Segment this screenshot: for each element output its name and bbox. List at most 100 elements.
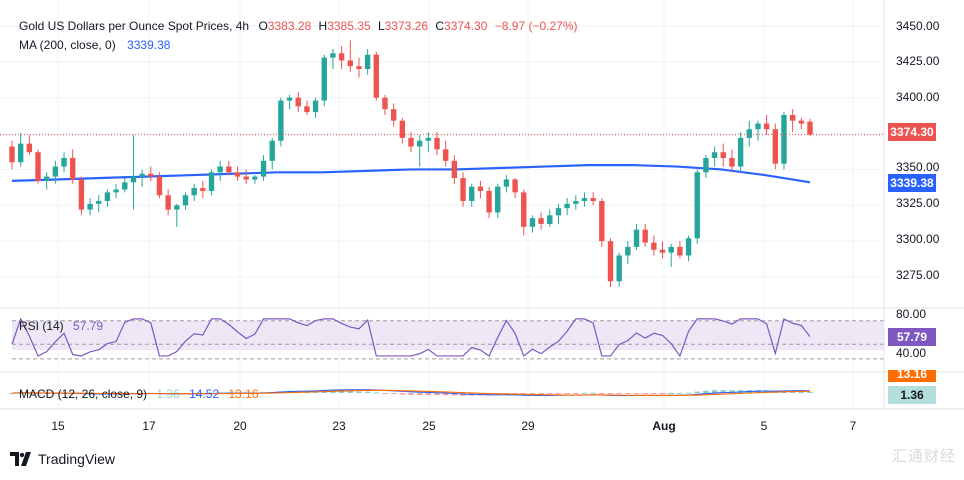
candle-body [685,238,692,256]
macd-hist-badge: 1.36 [888,386,936,404]
candle-body [789,114,796,121]
candle-body [425,137,432,141]
candle-body [763,123,770,130]
rsi-legend[interactable]: RSI (14) 57.79 [19,319,103,333]
candle-body [460,178,466,201]
date-tick-aug: Aug [652,419,676,433]
candle-body [590,198,596,201]
candle-body [260,160,267,177]
macd-legend-hist: 1.36 [156,387,180,401]
macd-lines [11,389,811,397]
macd-histogram-bar [486,393,492,396]
candle-body [451,160,458,179]
date-tick-23: 23 [332,419,346,433]
candle-body [35,152,41,181]
rsi-line [11,317,811,358]
rsi-legend-label: RSI (14) [19,319,64,333]
candle-body [434,137,440,150]
macd-histogram-bar [763,390,770,393]
candle-body [286,97,293,101]
macd-legend-macd: 14.52 [189,387,220,401]
date-tick-15: 15 [51,419,65,433]
candle-body [651,242,657,250]
rsi-legend-value: 57.79 [73,319,104,333]
macd-histogram-bar [373,392,379,394]
candle-body [295,97,301,107]
macd-histogram-bar [443,393,449,396]
macd-histogram-bar [399,393,406,395]
symbol-title[interactable]: Gold US Dollars per Ounce Spot Prices, 4… [19,19,250,33]
price-tick-3400: 3400.00 [896,90,940,104]
candle-body [703,157,709,173]
candle-body [495,186,501,213]
candle-body [174,205,180,210]
last-price-badge: 3374.30 [888,123,936,141]
macd-histogram-bar [694,391,700,393]
candle-body [252,176,258,180]
candle-body [529,218,536,227]
price-legend: Gold US Dollars per Ounce Spot Prices, 4… [19,19,578,33]
low-label: L [377,19,385,33]
candle-body [521,192,527,227]
macd-histogram-bar [356,391,362,393]
macd-histogram-bar [347,391,353,393]
macd-histogram-bar [711,390,718,393]
macd-histogram-bar [633,393,640,394]
candle-body [330,53,336,58]
candle-body [573,200,579,204]
macd-legend[interactable]: MACD (12, 26, close, 9) 1.36 14.52 13.16 [19,387,259,401]
macd-histogram-bar [590,392,596,394]
macd-histogram-bar [599,393,605,394]
price-tick-3275: 3275.00 [896,268,940,282]
change-value: −8.97 (−0.27%) [494,19,578,33]
macd-histogram-bar [677,392,683,394]
rsi-band [12,320,884,360]
candle-body [130,176,137,183]
candle-body [555,208,562,216]
candle-body [208,172,215,191]
candle-body [26,143,33,153]
candle-body [269,140,275,161]
candle-body [104,192,111,201]
pane-separators [0,0,964,410]
candle-body [607,241,614,282]
candle-body [148,173,154,177]
macd-histogram-bar [338,390,345,393]
high-value: 3385.35 [327,19,371,33]
candle-body [581,198,588,201]
candle-body [772,129,778,164]
macd-histogram-bar [720,390,726,393]
ma-value-badge: 3339.38 [888,174,936,192]
candle-body [78,179,85,210]
candle-body [659,249,666,253]
candle-body [486,190,492,213]
candle-body [217,166,223,173]
low-value: 3373.26 [384,19,429,33]
candle-body [729,157,735,167]
candle-body [677,246,683,256]
candle-body [408,137,414,147]
candle-body [243,176,249,180]
candle-body [547,215,553,224]
candle-body [96,200,102,204]
candle-body [390,109,397,121]
candle-body [755,123,761,130]
macd-histogram-bar [607,393,614,394]
candle-body [191,188,197,196]
macd-histogram-bar [798,391,805,393]
macd-histogram-bar [581,392,588,394]
ma-legend[interactable]: MA (200, close, 0) 3339.38 [19,38,170,52]
high-label: H [318,19,328,33]
watermark: 汇通财经 [891,448,956,465]
candle-body [711,152,718,158]
tradingview-logo-icon [10,452,31,466]
signal-polyline [11,389,811,396]
date-tick-5: 5 [760,419,768,433]
open-label: O [258,19,268,33]
macd-histogram-bar [659,393,666,394]
candle-body [668,246,674,253]
tradingview-brand[interactable]: TradingView [10,451,115,467]
candle-body [503,179,510,187]
macd-histogram-bar [434,393,440,396]
